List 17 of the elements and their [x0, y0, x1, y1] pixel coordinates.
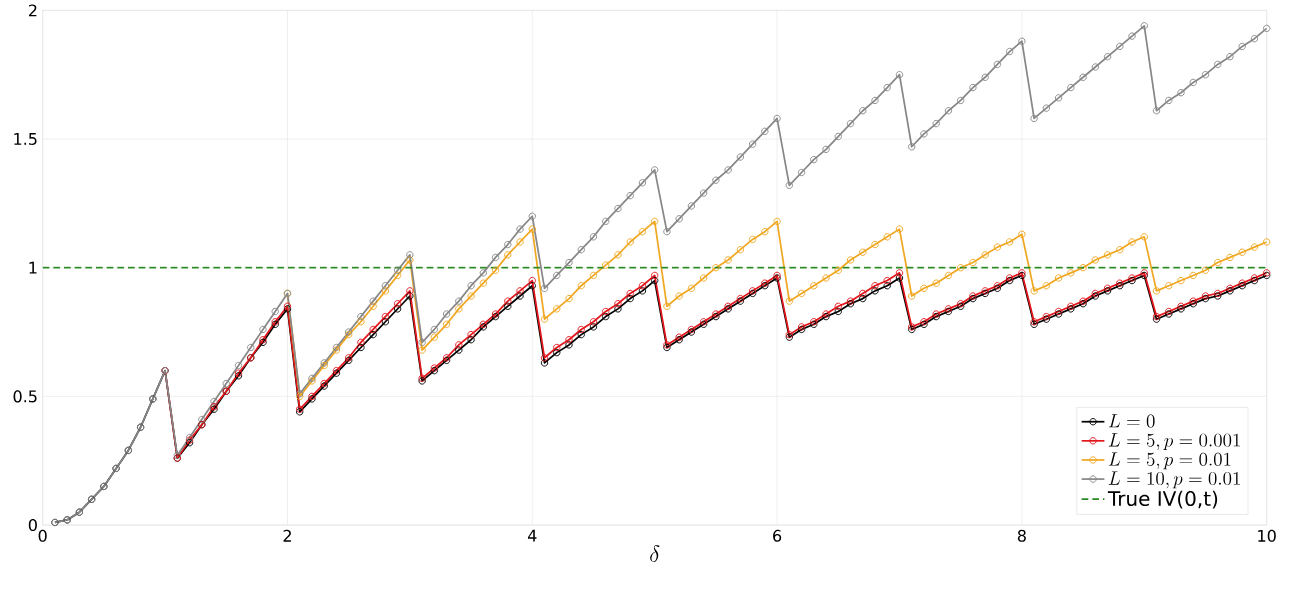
legend-label: $L=5, p=0.001$: [1108, 433, 1240, 450]
x-tick-label: 6: [773, 529, 782, 542]
y-tick-label: 1.5: [14, 132, 37, 145]
x-axis-title: $\delta$: [650, 545, 660, 562]
x-tick-label: 4: [527, 529, 537, 542]
x-tick-label: 10: [1258, 529, 1276, 542]
legend-label: $L=0$: [1108, 413, 1155, 428]
legend-label: True IV(0,t): [1107, 490, 1218, 509]
y-tick-label: 0: [28, 518, 37, 531]
x-tick-label: 0: [38, 529, 47, 542]
y-tick-label: 2: [28, 4, 37, 17]
legend-label: $L=5, p=0.01$: [1108, 452, 1231, 470]
y-tick-label: 1: [29, 261, 37, 274]
x-tick-label: 2: [283, 529, 291, 542]
y-tick-label: 0.5: [13, 390, 37, 403]
x-tick-label: 8: [1017, 529, 1026, 542]
legend-label: $L=10, p=0.01$: [1108, 471, 1240, 489]
